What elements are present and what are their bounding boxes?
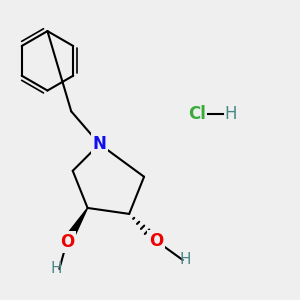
Text: O: O [60,233,74,251]
Polygon shape [63,208,88,244]
Text: N: N [92,135,106,153]
Text: H: H [51,261,62,276]
Text: H: H [224,105,236,123]
Text: Cl: Cl [189,105,206,123]
Text: H: H [180,253,191,268]
Text: O: O [149,232,163,250]
